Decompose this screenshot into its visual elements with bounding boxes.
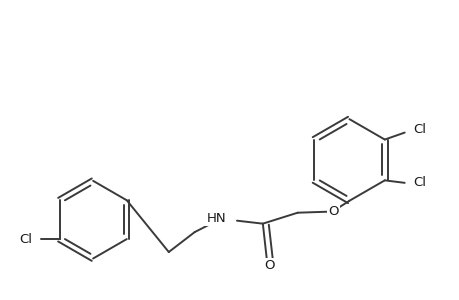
Text: O: O	[328, 205, 338, 218]
Text: Cl: Cl	[412, 123, 425, 136]
Text: HN: HN	[206, 212, 225, 225]
Text: Cl: Cl	[412, 176, 425, 189]
Text: Cl: Cl	[20, 232, 33, 246]
Text: O: O	[264, 259, 274, 272]
